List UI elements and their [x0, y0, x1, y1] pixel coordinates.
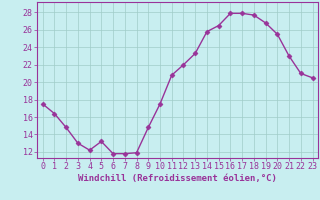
X-axis label: Windchill (Refroidissement éolien,°C): Windchill (Refroidissement éolien,°C) [78, 174, 277, 183]
